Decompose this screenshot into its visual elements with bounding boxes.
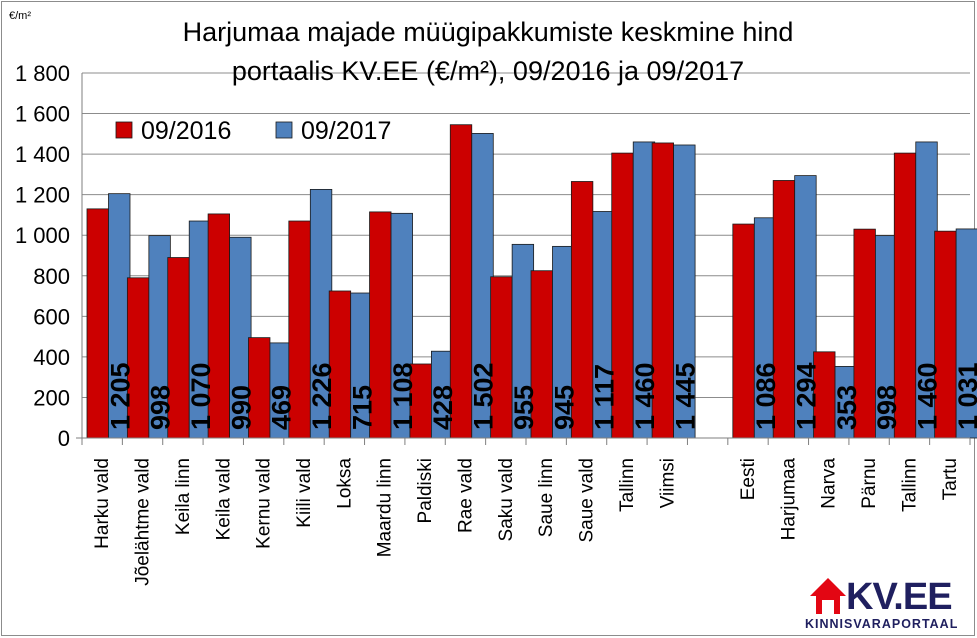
- data-label: 1 460: [913, 362, 943, 430]
- y-tick-label: 200: [33, 385, 70, 410]
- data-label: 1 117: [590, 364, 620, 430]
- data-label: 945: [549, 385, 579, 430]
- data-label: 1 502: [469, 362, 499, 430]
- x-category-labels: Harku vald Jõelähtme vald Keila linn Keila …: [92, 458, 961, 586]
- y-tick-label: 1 000: [15, 223, 70, 248]
- y-tick-label: 400: [33, 345, 70, 370]
- data-label: 1 086: [751, 362, 781, 430]
- x-category-label: Harku vald: [92, 458, 113, 549]
- x-category-label: Narva: [819, 458, 840, 509]
- x-category-label: Pärnu: [859, 458, 880, 509]
- x-category-label: Jõelähtme vald: [133, 458, 154, 586]
- x-category-label: Tallinn: [899, 458, 920, 512]
- chart-title-line-1: Harjumaa majade müügipakkumiste keskmine…: [183, 17, 794, 47]
- y-tick-labels: 0 200 400 600 800 1 000 1 200 1 400 1 600 1 800: [15, 61, 70, 451]
- legend-label: 09/2016: [141, 117, 231, 145]
- y-tick-label: 1 600: [15, 102, 70, 127]
- data-label: 1 031: [953, 362, 977, 430]
- y-tick-label: 1 400: [15, 142, 70, 167]
- y-tick-label: 1 200: [15, 183, 70, 208]
- y-tick-label: 0: [58, 426, 70, 451]
- bars: [86, 124, 977, 439]
- data-label: 1 226: [307, 362, 337, 430]
- data-label: 1 445: [670, 362, 700, 430]
- data-label: 955: [509, 385, 539, 430]
- data-label: 715: [347, 385, 377, 430]
- data-label: 1 205: [105, 362, 135, 430]
- x-category-label: Rae vald: [455, 458, 476, 533]
- data-label: 1 070: [186, 362, 216, 430]
- x-category-label: Paldiski: [415, 458, 436, 523]
- x-category-label: Saue linn: [536, 458, 557, 537]
- x-category-label: Saue vald: [577, 458, 598, 543]
- x-category-label: Eesti: [738, 458, 759, 500]
- x-category-label: Loksa: [334, 458, 355, 509]
- axes: [76, 73, 971, 445]
- y-tick-label: 800: [33, 264, 70, 289]
- x-category-label: Tartu: [940, 458, 961, 500]
- data-label: 998: [146, 385, 176, 430]
- house-logo-icon: [810, 578, 846, 614]
- data-label: 998: [872, 385, 902, 430]
- kvee-logo: KV.EE KINNISVARAPORTAAL: [804, 576, 969, 632]
- x-category-label: Keila linn: [173, 458, 194, 535]
- data-label: 1 294: [791, 362, 821, 430]
- y-axis-unit-label: €/m²: [9, 10, 31, 22]
- x-category-label: Saku vald: [496, 458, 517, 541]
- x-category-label: Viimsi: [657, 458, 678, 508]
- legend: 09/2016 09/2017: [115, 117, 391, 145]
- logo-tagline: KINNISVARAPORTAAL: [805, 617, 959, 631]
- x-category-label: Tallinn: [617, 458, 638, 512]
- data-label: 990: [226, 385, 256, 430]
- y-tick-label: 600: [33, 304, 70, 329]
- legend-label: 09/2017: [301, 117, 391, 145]
- x-category-label: Keila vald: [213, 458, 234, 540]
- data-label: 428: [428, 385, 458, 430]
- data-label: 1 460: [630, 362, 660, 430]
- x-category-label: Kernu vald: [254, 458, 275, 549]
- x-category-label: Kiili vald: [294, 458, 315, 528]
- x-category-label: Maardu linn: [375, 458, 396, 557]
- logo-brand-text: KV.EE: [846, 576, 953, 618]
- legend-swatch: [275, 121, 293, 139]
- x-category-label: Harjumaa: [778, 458, 799, 541]
- chart-title-line-2: portaalis KV.EE (€/m²), 09/2016 ja 09/20…: [232, 56, 744, 86]
- y-tick-label: 1 800: [15, 61, 70, 86]
- legend-swatch: [115, 121, 133, 139]
- data-label: 469: [267, 385, 297, 430]
- data-label: 1 108: [388, 362, 418, 430]
- data-labels: 1 205 998 1 070 990 469 1 226 715 1 108 428 1 502…: [105, 362, 977, 430]
- data-label: 353: [832, 385, 862, 430]
